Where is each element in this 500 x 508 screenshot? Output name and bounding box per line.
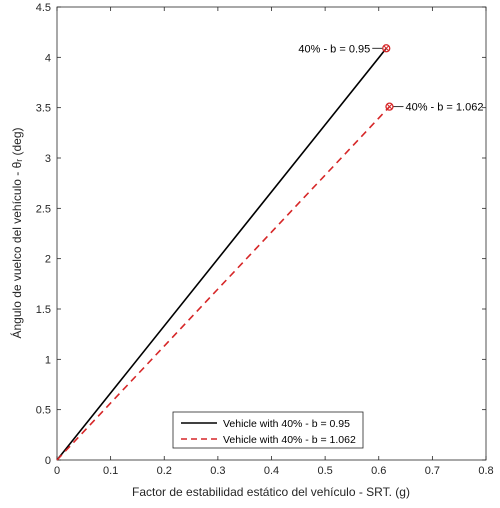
marker-cross xyxy=(386,103,393,110)
legend-box xyxy=(172,411,364,449)
x-tick-label: 0 xyxy=(54,465,60,477)
plot-area xyxy=(56,6,487,461)
annotation-layer: 40% - b = 0.95 40% - b = 1.062 xyxy=(298,43,483,113)
x-tick-label: 0.8 xyxy=(478,465,493,477)
y-axis-label: Ángulo de vuelco del vehículo - θᵣ (deg) xyxy=(9,127,24,338)
y-tick-label: 4 xyxy=(45,52,51,64)
y-tick-label: 2.5 xyxy=(36,203,51,215)
y-tick-label: 3 xyxy=(45,153,51,165)
marker-circle xyxy=(382,44,391,53)
y-tick-label: 0.5 xyxy=(36,405,51,417)
annotation-label: 40% - b = 0.95 xyxy=(298,43,370,55)
legend-label-series-1: Vehicle with 40% - b = 0.95 xyxy=(223,418,350,430)
x-tick-label: 0.1 xyxy=(103,465,118,477)
x-tick-label: 0.6 xyxy=(371,465,386,477)
x-tick-label: 0.2 xyxy=(157,465,172,477)
y-tick-label: 2 xyxy=(45,254,51,266)
x-tick-label: 0.5 xyxy=(317,465,332,477)
y-tick-label: 3.5 xyxy=(36,103,51,115)
x-tick-label: 0.7 xyxy=(425,465,440,477)
axis-ticks: 0 0.1 0.2 0.3 0.4 0.5 0.6 0.7 0.8 0 0.5 1 1.5 2 2.5 3 3.… xyxy=(36,2,494,477)
y-tick-label: 1 xyxy=(45,354,51,366)
marker-cross xyxy=(383,45,390,52)
series-layer xyxy=(56,47,391,461)
series-line-1 xyxy=(56,47,387,461)
legend-label-series-2: Vehicle with 40% - b = 1.062 xyxy=(223,434,356,446)
x-tick-label: 0.3 xyxy=(210,465,225,477)
y-tick-label: 0 xyxy=(45,455,51,467)
y-tick-label: 4.5 xyxy=(36,2,51,14)
legend: Vehicle with 40% - b = 0.95 Vehicle with… xyxy=(172,411,364,449)
marker-circle xyxy=(385,102,394,111)
annotation-label: 40% - b = 1.062 xyxy=(405,102,483,114)
series-line-2 xyxy=(56,106,391,461)
x-tick-label: 0.4 xyxy=(264,465,279,477)
x-axis-label: Factor de estabilidad estático del vehíc… xyxy=(132,485,410,499)
y-tick-label: 1.5 xyxy=(36,304,51,316)
